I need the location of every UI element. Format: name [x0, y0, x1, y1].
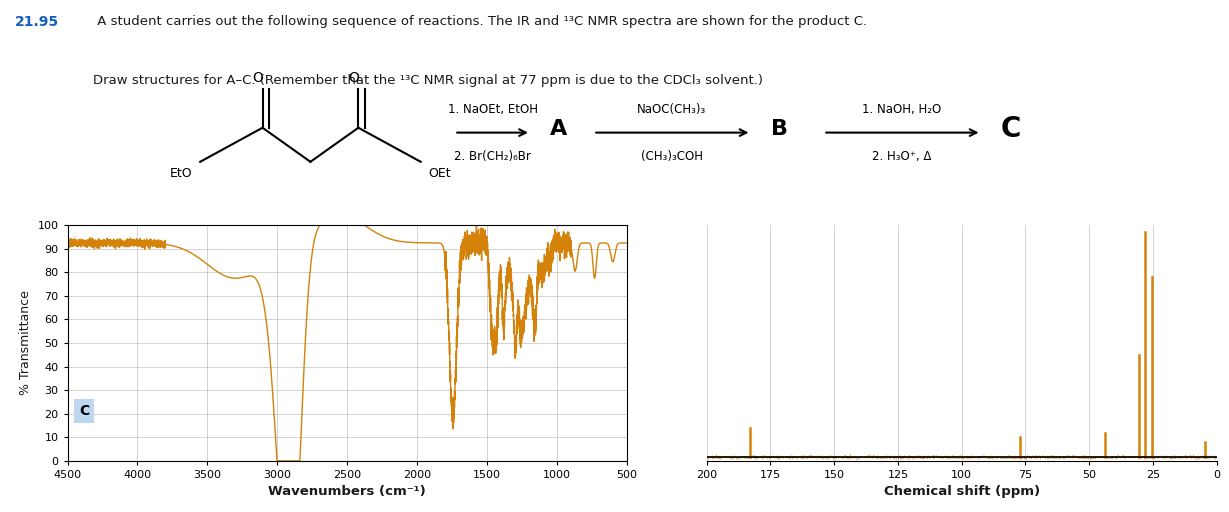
Text: NaOC(CH₃)₃: NaOC(CH₃)₃	[637, 102, 707, 116]
Text: O: O	[252, 71, 263, 85]
Text: 2. H₃O⁺, Δ: 2. H₃O⁺, Δ	[873, 150, 932, 163]
X-axis label: Chemical shift (ppm): Chemical shift (ppm)	[884, 485, 1040, 498]
Text: C: C	[79, 404, 90, 418]
Text: EtO: EtO	[170, 167, 193, 180]
Text: O: O	[348, 71, 359, 85]
Text: 21.95: 21.95	[15, 15, 59, 29]
Text: B: B	[771, 119, 788, 139]
Text: A student carries out the following sequence of reactions. The IR and ¹³C NMR sp: A student carries out the following sequ…	[93, 15, 868, 28]
Text: (CH₃)₃COH: (CH₃)₃COH	[640, 150, 703, 163]
Y-axis label: % Transmittance: % Transmittance	[18, 291, 32, 395]
Text: Draw structures for A–C. (Remember that the ¹³C NMR signal at 77 ppm is due to t: Draw structures for A–C. (Remember that …	[93, 74, 763, 87]
Text: 1. NaOEt, EtOH: 1. NaOEt, EtOH	[447, 102, 537, 116]
Text: A: A	[551, 119, 568, 139]
Text: OEt: OEt	[429, 167, 451, 180]
Text: 1. NaOH, H₂O: 1. NaOH, H₂O	[863, 102, 941, 116]
X-axis label: Wavenumbers (cm⁻¹): Wavenumbers (cm⁻¹)	[268, 485, 426, 498]
Text: 2. Br(CH₂)₆Br: 2. Br(CH₂)₆Br	[455, 150, 531, 163]
Text: C: C	[1000, 115, 1021, 143]
